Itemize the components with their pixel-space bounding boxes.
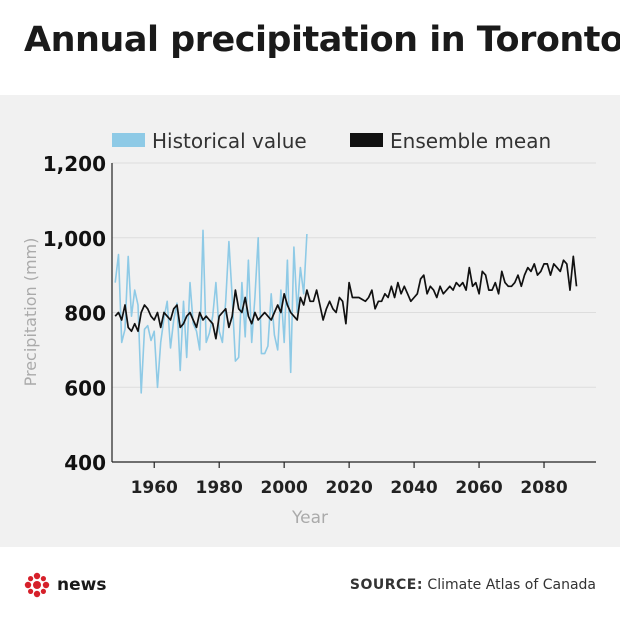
source-text: Climate Atlas of Canada	[427, 577, 596, 593]
tick-labels: 400 600 800 1,000 1,200 1960 1980 2000 2020 2040 2…	[43, 152, 568, 498]
y-tick-label: 1,200	[43, 152, 106, 176]
legend-swatch-historical	[112, 133, 145, 147]
source-credit: SOURCE: Climate Atlas of Canada	[350, 577, 596, 593]
series-layer	[114, 229, 578, 394]
x-tick-label: 1980	[196, 478, 243, 498]
y-tick-label: 600	[64, 376, 106, 400]
grid-lines	[112, 162, 596, 388]
x-tick-label: 1960	[131, 478, 178, 498]
y-tick-label: 1,000	[43, 227, 106, 251]
chart-panel	[0, 95, 620, 547]
page-title: Annual precipitation in Toronto	[24, 20, 620, 60]
legend-label-ensemble: Ensemble mean	[390, 129, 551, 153]
axes	[111, 163, 596, 468]
cbc-gem-icon	[24, 572, 50, 598]
cbc-news-logo: news	[24, 572, 106, 598]
y-tick-label: 800	[64, 302, 106, 326]
y-axis-label: Precipitation (mm)	[21, 238, 40, 387]
source-label: SOURCE:	[349, 577, 423, 593]
x-tick-label: 2060	[455, 478, 502, 498]
legend: Historical value Ensemble mean	[112, 129, 551, 153]
ensemble-mean-line	[114, 255, 578, 340]
historical-value-line	[114, 229, 308, 394]
x-tick-label: 2080	[520, 478, 567, 498]
logo-text: news	[57, 575, 107, 595]
legend-label-historical: Historical value	[152, 129, 307, 153]
x-tick-label: 2000	[260, 478, 307, 498]
y-tick-label: 400	[64, 451, 106, 475]
x-axis-label: Year	[291, 508, 328, 528]
legend-swatch-ensemble	[350, 133, 383, 147]
x-tick-label: 2020	[325, 478, 372, 498]
x-tick-label: 2040	[390, 478, 437, 498]
